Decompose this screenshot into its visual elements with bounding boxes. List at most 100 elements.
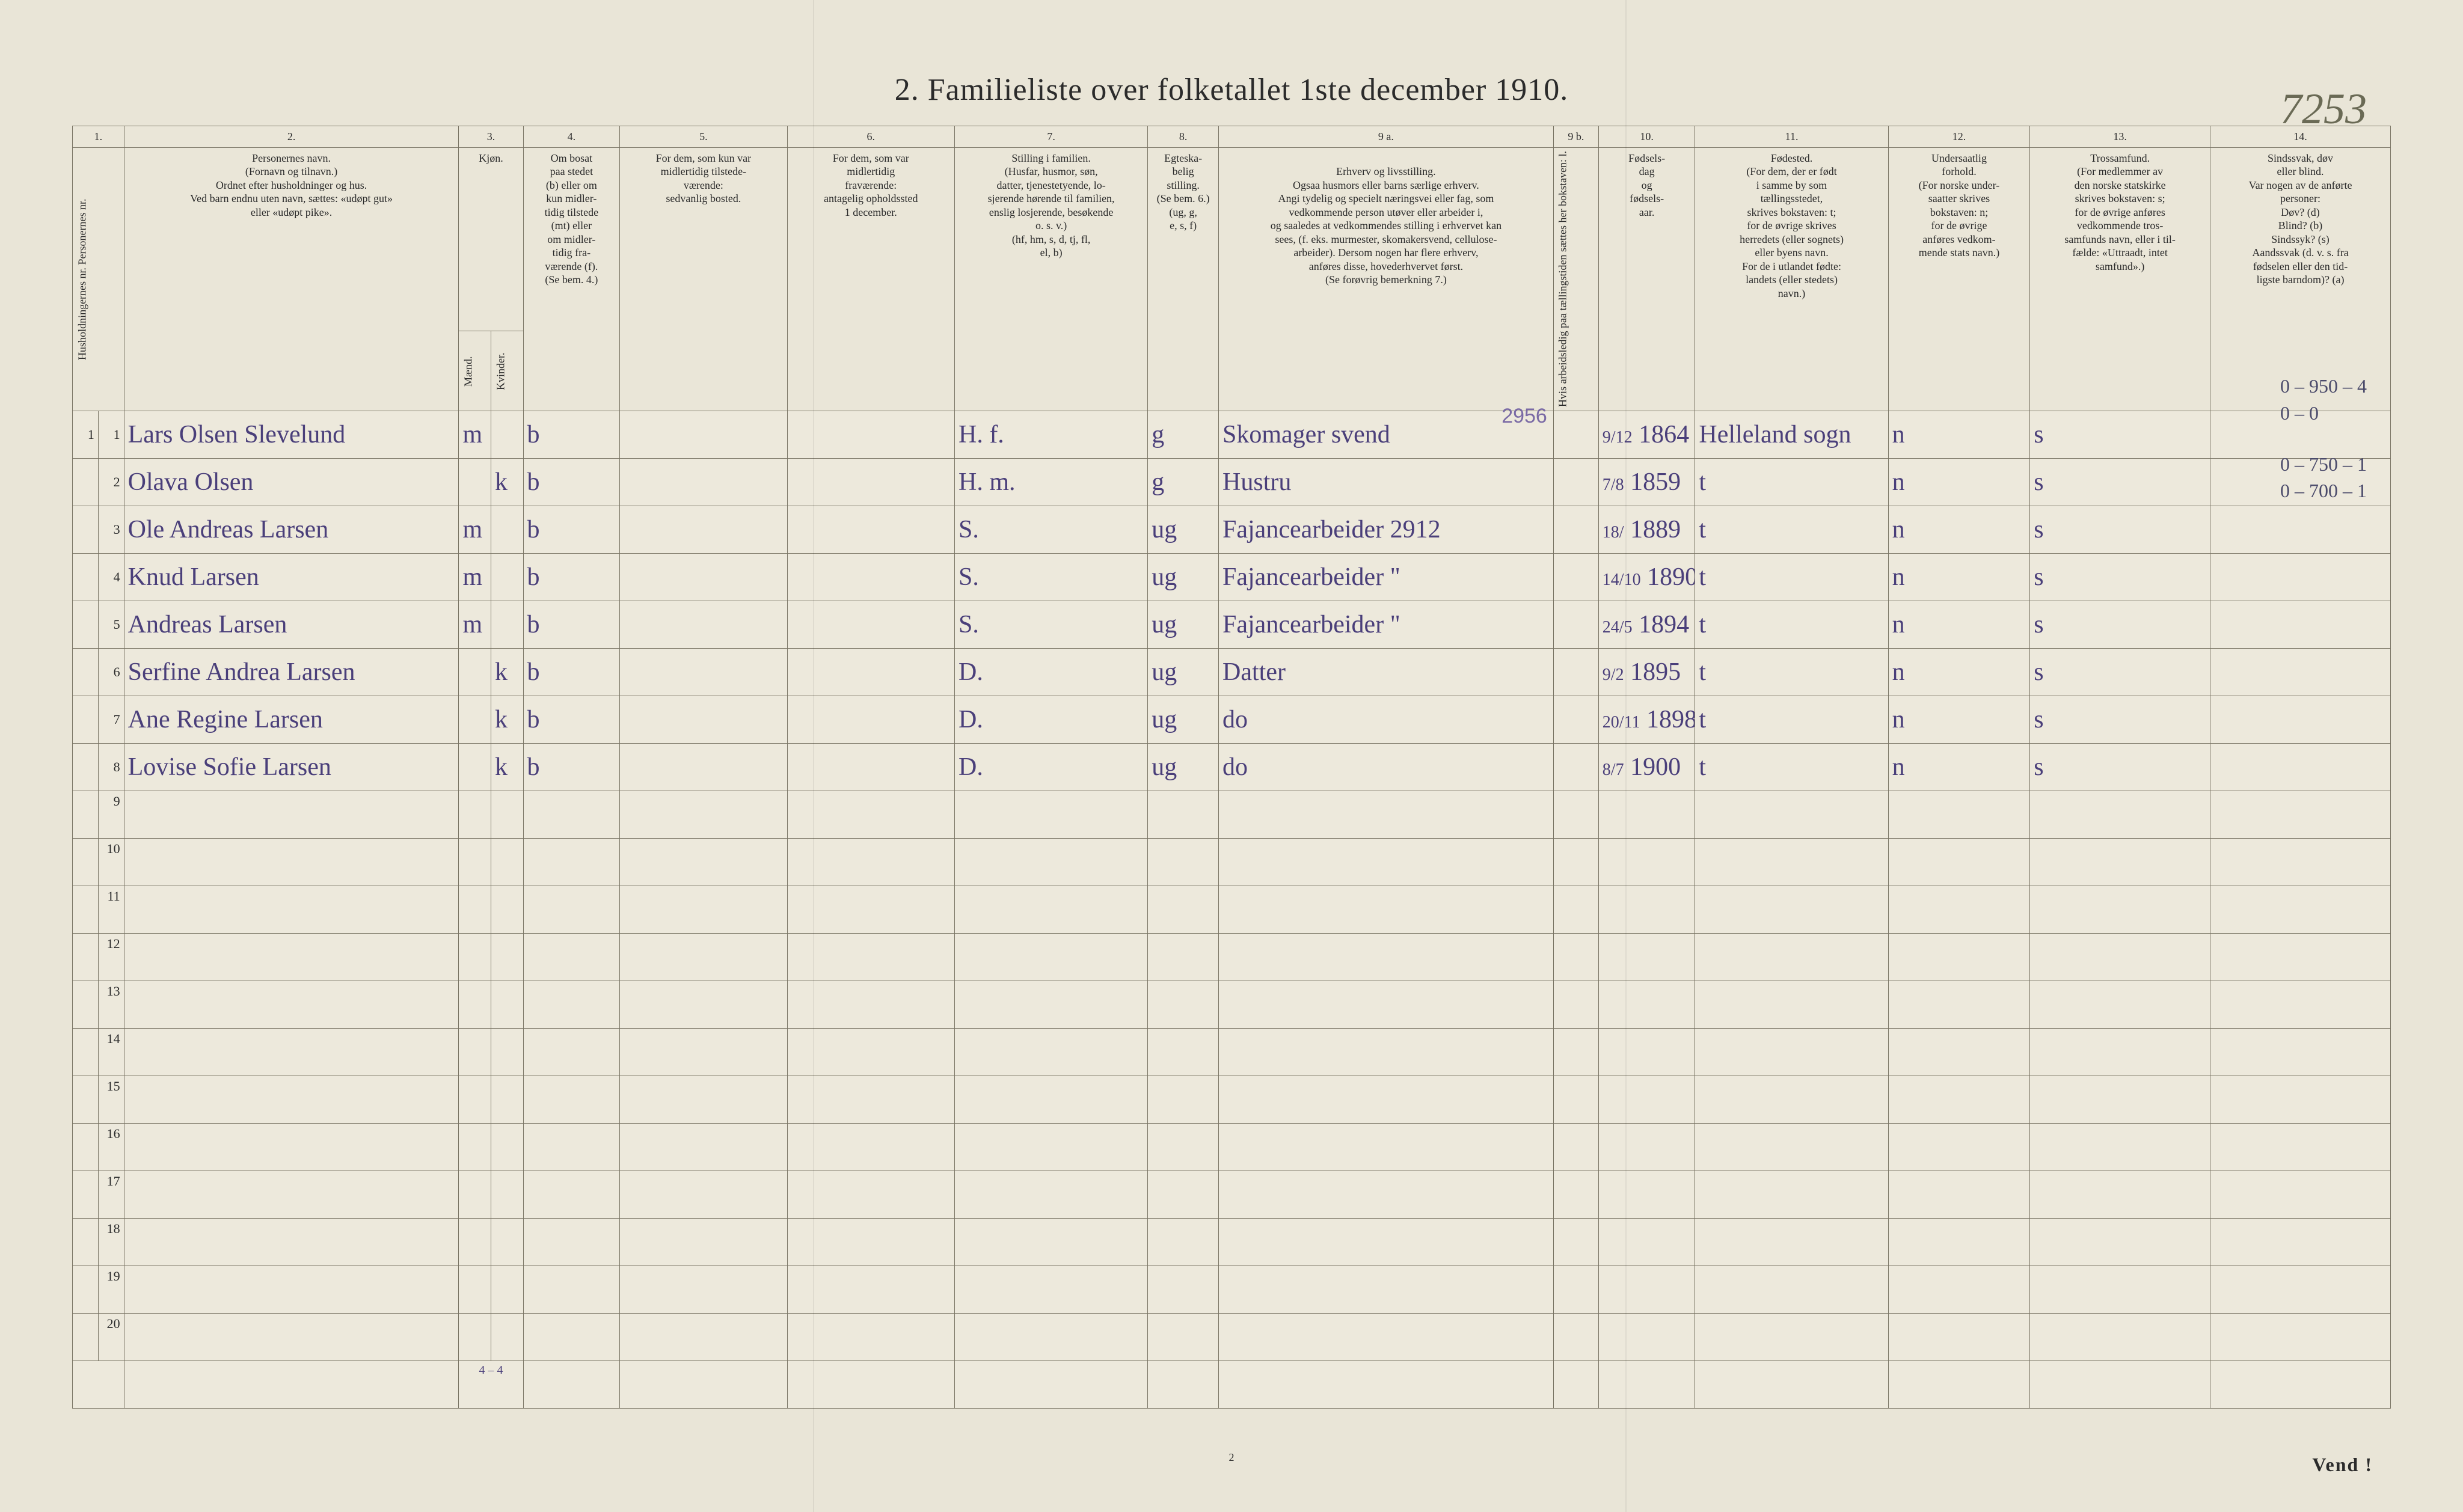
cell-arbeidsledig: [1553, 744, 1598, 791]
cell-sex-k: k: [491, 744, 524, 791]
gender-tally: 4 – 4: [459, 1361, 523, 1409]
cell-empty: [954, 1171, 1147, 1219]
cell-empty: [1598, 981, 1695, 1029]
cell-sex-m: m: [459, 506, 491, 554]
cell-person-nr: 14: [98, 1029, 124, 1076]
margin-code: 0 – 0: [2280, 400, 2367, 427]
col-number: 8.: [1148, 126, 1219, 148]
cell-empty: [954, 886, 1147, 934]
cell-empty: [1888, 1219, 2030, 1266]
cell-midl-tilstede: [620, 506, 787, 554]
cell-fodested: t: [1695, 506, 1888, 554]
cell-sindssvak: [2210, 601, 2391, 649]
paper-fold-right: [1625, 0, 1627, 1512]
cell-empty: [491, 1314, 524, 1361]
cell-sex-k: [491, 601, 524, 649]
cell-empty: [491, 886, 524, 934]
cell-name: Serfine Andrea Larsen: [124, 649, 459, 696]
cell-bosat: b: [523, 696, 620, 744]
table-row: 11Lars Olsen SlevelundmbH. f.gSkomager s…: [73, 411, 2391, 459]
table-row-empty: 18: [73, 1219, 2391, 1266]
cell-empty: [459, 839, 491, 886]
cell-empty: [1598, 1171, 1695, 1219]
cell-person-nr: 9: [98, 791, 124, 839]
cell-name: Ane Regine Larsen: [124, 696, 459, 744]
cell-empty: [1888, 1266, 2030, 1314]
cell-empty: [459, 1219, 491, 1266]
form-title: 2. Familieliste over folketallet 1ste de…: [72, 72, 2391, 108]
cell-empty: [1598, 1266, 1695, 1314]
cell-empty: [1553, 981, 1598, 1029]
cell-erhverv: Datter: [1219, 649, 1554, 696]
col-number: 1.: [73, 126, 124, 148]
cell-empty: [1598, 1219, 1695, 1266]
cell-empty: [124, 1314, 459, 1361]
cell-empty: [954, 1219, 1147, 1266]
census-form-page: 7253 2. Familieliste over folketallet 1s…: [0, 0, 2463, 1512]
cell-egteskab: ug: [1148, 649, 1219, 696]
vend-instruction: Vend !: [2312, 1454, 2373, 1476]
cell-sex-m: [459, 696, 491, 744]
cell-empty: [1219, 1076, 1554, 1124]
cell-empty: [2030, 1314, 2210, 1361]
cell-empty: [1553, 1314, 1598, 1361]
cell-empty: [2210, 839, 2391, 886]
cell-empty: [1553, 1266, 1598, 1314]
table-row: 5Andreas LarsenmbS.ugFajancearbeider "24…: [73, 601, 2391, 649]
cell-arbeidsledig: [1553, 554, 1598, 601]
header-erhverv-text: Erhverv og livsstilling. Ogsaa husmors e…: [1271, 165, 1501, 286]
cell-egteskab: g: [1148, 459, 1219, 506]
cell-empty: [1148, 1076, 1219, 1124]
col-number: 7.: [954, 126, 1147, 148]
cell-empty: [1598, 886, 1695, 934]
tally-row: 4 – 4: [73, 1361, 2391, 1409]
cell-trossamfund: s: [2030, 744, 2210, 791]
cell-arbeidsledig: [1553, 459, 1598, 506]
cell-empty: [1219, 791, 1554, 839]
cell-person-nr: 19: [98, 1266, 124, 1314]
cell-empty: [1888, 1029, 2030, 1076]
cell-empty: [1695, 1076, 1888, 1124]
header-stilling: Stilling i familien. (Husfar, husmor, sø…: [954, 147, 1147, 411]
cell-empty: [1598, 934, 1695, 981]
cell-erhverv: do: [1219, 744, 1554, 791]
cell-empty: [1695, 1266, 1888, 1314]
cell-empty: [523, 1219, 620, 1266]
cell-empty: [2210, 981, 2391, 1029]
cell-empty: [1553, 934, 1598, 981]
cell-empty: [459, 981, 491, 1029]
cell-person-nr: 15: [98, 1076, 124, 1124]
cell-midl-tilstede: [620, 601, 787, 649]
cell-empty: [954, 839, 1147, 886]
cell-empty: [954, 981, 1147, 1029]
cell-empty: [1553, 1029, 1598, 1076]
cell-sex-m: m: [459, 411, 491, 459]
cell-empty: [491, 1266, 524, 1314]
cell-household-nr: [73, 886, 99, 934]
cell-empty: [954, 1124, 1147, 1171]
cell-person-nr: 3: [98, 506, 124, 554]
cell-empty: [1219, 1124, 1554, 1171]
cell-empty: [2210, 1171, 2391, 1219]
cell-empty: [2210, 886, 2391, 934]
cell-empty: [1598, 1076, 1695, 1124]
cell-empty: [459, 1171, 491, 1219]
stamp-number: 2956: [1501, 403, 1547, 429]
table-row-empty: 19: [73, 1266, 2391, 1314]
cell-bosat: b: [523, 744, 620, 791]
cell-household-nr: [73, 981, 99, 1029]
cell-fodsel: 9/12 1864: [1598, 411, 1695, 459]
cell-fodested: Helleland sogn: [1695, 411, 1888, 459]
header-undersaatlig: Undersaatlig forhold. (For norske under-…: [1888, 147, 2030, 411]
cell-undersaatlig: n: [1888, 744, 2030, 791]
cell-sex-m: [459, 649, 491, 696]
col-number: 4.: [523, 126, 620, 148]
col-number: 2.: [124, 126, 459, 148]
cell-empty: [2030, 1219, 2210, 1266]
cell-household-nr: [73, 839, 99, 886]
cell-household-nr: [73, 1029, 99, 1076]
cell-empty: [1888, 886, 2030, 934]
cell-empty: [1598, 1314, 1695, 1361]
cell-empty: [1148, 981, 1219, 1029]
table-row-empty: 17: [73, 1171, 2391, 1219]
